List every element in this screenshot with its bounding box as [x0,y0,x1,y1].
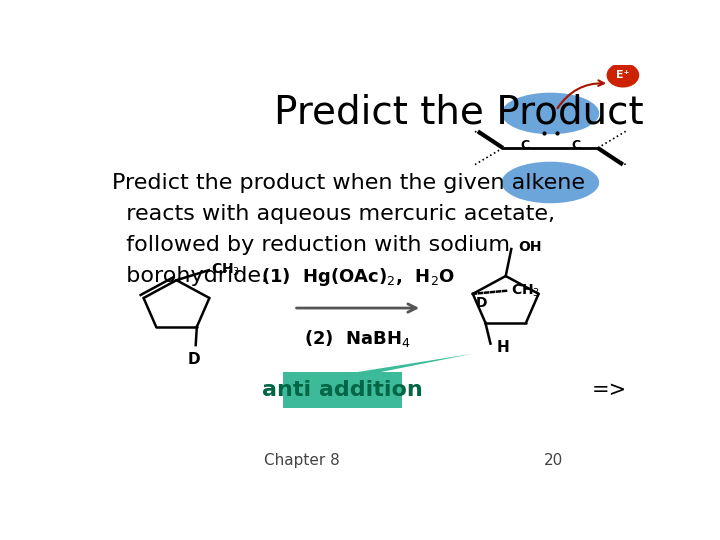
Text: E⁺: E⁺ [616,70,629,80]
Text: Predict the Product: Predict the Product [274,93,644,132]
Text: Chapter 8: Chapter 8 [264,453,340,468]
Text: anti addition: anti addition [262,380,423,400]
Text: (2)  NaBH$_4$: (2) NaBH$_4$ [305,328,411,349]
Text: reacts with aqueous mercuric acetate,: reacts with aqueous mercuric acetate, [112,204,555,224]
Ellipse shape [502,93,599,134]
Text: OH: OH [518,240,541,254]
Ellipse shape [502,161,599,203]
Text: H: H [497,340,509,355]
Text: C: C [521,139,530,152]
Text: CH$_3$: CH$_3$ [510,282,540,299]
Text: borohydride.: borohydride. [112,266,269,286]
Text: C: C [571,139,580,152]
FancyBboxPatch shape [282,373,402,408]
Ellipse shape [531,136,570,160]
Text: CH$_3$: CH$_3$ [211,261,240,278]
Text: 20: 20 [544,453,563,468]
Text: D: D [188,352,200,367]
Text: D: D [476,296,487,310]
Text: followed by reduction with sodium: followed by reduction with sodium [112,235,510,255]
Circle shape [607,64,639,87]
Polygon shape [354,354,472,373]
Text: =>: => [591,380,626,400]
Text: (1)  Hg(OAc)$_2$,  H$_2$O: (1) Hg(OAc)$_2$, H$_2$O [261,266,455,288]
Text: Predict the product when the given alkene: Predict the product when the given alken… [112,173,585,193]
